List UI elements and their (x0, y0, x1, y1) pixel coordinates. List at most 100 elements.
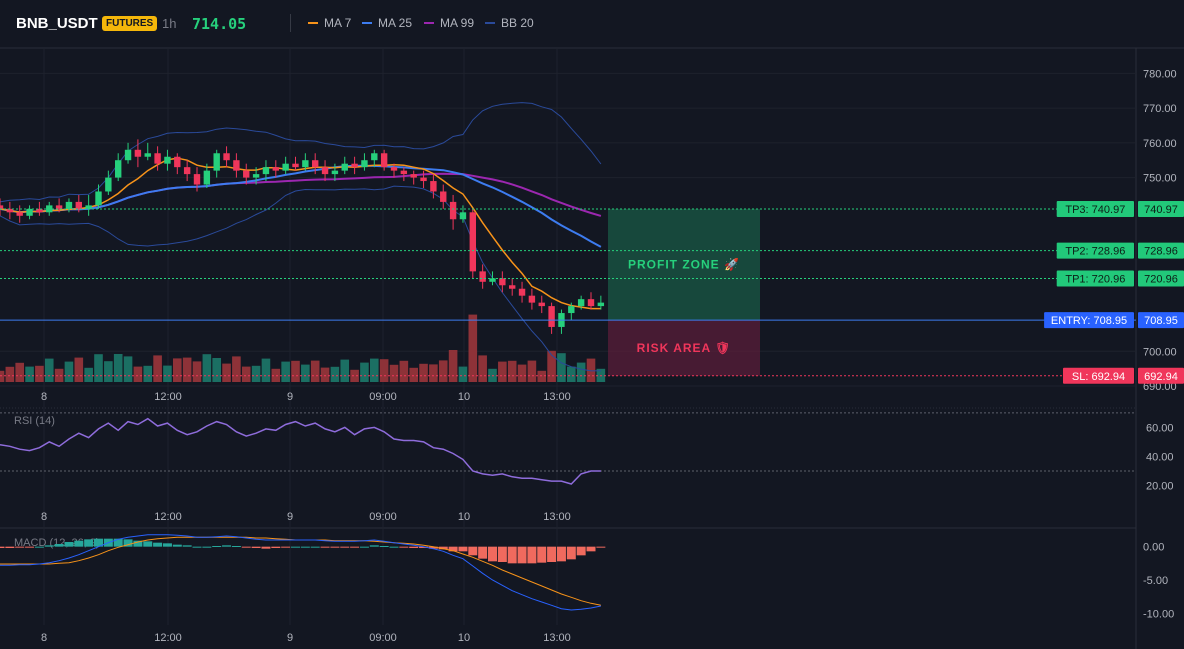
candle-body (430, 181, 437, 192)
time-tick-label: 8 (41, 391, 47, 403)
macd-histogram-bar (566, 546, 576, 560)
candle-body (577, 299, 585, 307)
legend-ma99[interactable]: MA 99 (424, 16, 474, 30)
candle-body (26, 208, 33, 216)
candle-body (321, 167, 329, 175)
sl-axis-label: 692.94 (1144, 371, 1178, 383)
time-tick-label: 10 (458, 632, 470, 644)
volume-bar (429, 364, 438, 382)
tp1-tag-label: TP1: 720.96 (1065, 273, 1125, 285)
candle-body (213, 153, 220, 171)
macd-tick-label: 0.00 (1143, 542, 1164, 554)
rsi-tick-label: 40.00 (1146, 451, 1174, 463)
volume-bar (5, 366, 15, 382)
time-tick-label: 09:00 (369, 511, 397, 523)
macd-histogram-bar (182, 545, 192, 547)
candle-body (134, 149, 142, 157)
candle-body (203, 170, 211, 185)
entry-tag-label: ENTRY: 708.95 (1051, 315, 1127, 327)
volume-bar (25, 366, 34, 382)
macd-histogram-bar (123, 539, 133, 547)
volume-bar (330, 366, 340, 382)
bb-lower-line (0, 185, 601, 372)
volume-bar (54, 368, 64, 382)
ma99-swatch (424, 22, 434, 24)
sl-tag (1063, 367, 1134, 384)
macd-line (0, 534, 601, 611)
volume-bar (251, 365, 261, 382)
candle-body (105, 177, 112, 192)
price-tick-label: 690.00 (1143, 381, 1177, 393)
candle-body (410, 174, 417, 178)
macd-histogram-bar (556, 546, 566, 562)
macd-histogram-bar (84, 539, 94, 547)
volume-bar (389, 364, 399, 382)
tp1-tag (1056, 270, 1134, 287)
candle-body (548, 306, 555, 327)
candle-body (479, 271, 486, 282)
candle-body (469, 212, 476, 272)
macd-histogram-bar (438, 546, 448, 550)
bb-upper-line (0, 102, 602, 203)
risk-zone (608, 320, 760, 376)
volume-bar (94, 354, 103, 382)
legend-bb20[interactable]: BB 20 (485, 16, 534, 30)
volume-bar (350, 369, 359, 382)
candle-body (65, 201, 73, 209)
volume-bar (399, 360, 409, 382)
price-tick-label: 780.00 (1143, 68, 1177, 80)
time-tick-label: 9 (287, 632, 293, 644)
candle-body (538, 302, 545, 307)
macd-histogram-bar (281, 546, 291, 548)
volume-bar (370, 358, 379, 382)
profit-zone (608, 208, 760, 321)
volume-bar (419, 363, 428, 382)
time-tick-label: 10 (458, 391, 470, 403)
tp3-tag-label: TP3: 740.97 (1065, 204, 1125, 216)
macd-histogram-bar (54, 544, 64, 547)
tp3-axis-tag (1138, 200, 1184, 217)
candle-body (124, 149, 132, 161)
macd-histogram-bar (261, 546, 271, 549)
volume-bar (498, 361, 507, 382)
legend-ma7[interactable]: MA 7 (308, 16, 351, 30)
volume-bar (35, 365, 44, 382)
timeframe-label[interactable]: 1h (162, 16, 177, 31)
time-tick-label: 8 (41, 511, 47, 523)
volume-bar (517, 364, 527, 382)
ma25-swatch (362, 22, 372, 24)
legend-ma25-label: MA 25 (378, 16, 413, 30)
volume-bar (163, 365, 172, 382)
volume-bar (123, 356, 133, 382)
volume-bar (507, 360, 517, 382)
volume-bar (301, 364, 310, 382)
volume-bar (537, 370, 547, 382)
tp3-axis-label: 740.97 (1144, 204, 1178, 216)
tp1-axis-tag (1138, 270, 1184, 287)
volume-bar (468, 314, 478, 382)
volume-bar (567, 366, 576, 382)
macd-histogram-bar (340, 546, 350, 548)
legend-ma25[interactable]: MA 25 (362, 16, 412, 30)
volume-bar (261, 358, 271, 382)
macd-histogram-bar (586, 546, 596, 552)
volume-bar (143, 365, 153, 382)
macd-histogram-bar (231, 546, 241, 547)
macd-histogram-bar (399, 546, 409, 548)
time-tick-label: 13:00 (543, 632, 571, 644)
price-tick-label: 770.00 (1143, 103, 1177, 115)
entry-axis-tag (1138, 312, 1184, 329)
rsi-title: RSI (14) (14, 415, 55, 427)
symbol-label[interactable]: BNB_USDT (16, 15, 98, 32)
macd-histogram-bar (478, 546, 488, 559)
candle-body (518, 288, 526, 296)
tp2-tag-label: TP2: 728.96 (1065, 246, 1125, 258)
chart-header: BNB_USDT FUTURES 1h 714.05 MA 7 MA 25 MA… (0, 0, 1184, 48)
macd-histogram-bar (448, 546, 458, 552)
volume-bar (320, 367, 330, 382)
macd-histogram-bar (330, 546, 340, 548)
candle-body (400, 170, 408, 175)
ma7-swatch (308, 22, 318, 24)
volume-bar (458, 366, 468, 382)
